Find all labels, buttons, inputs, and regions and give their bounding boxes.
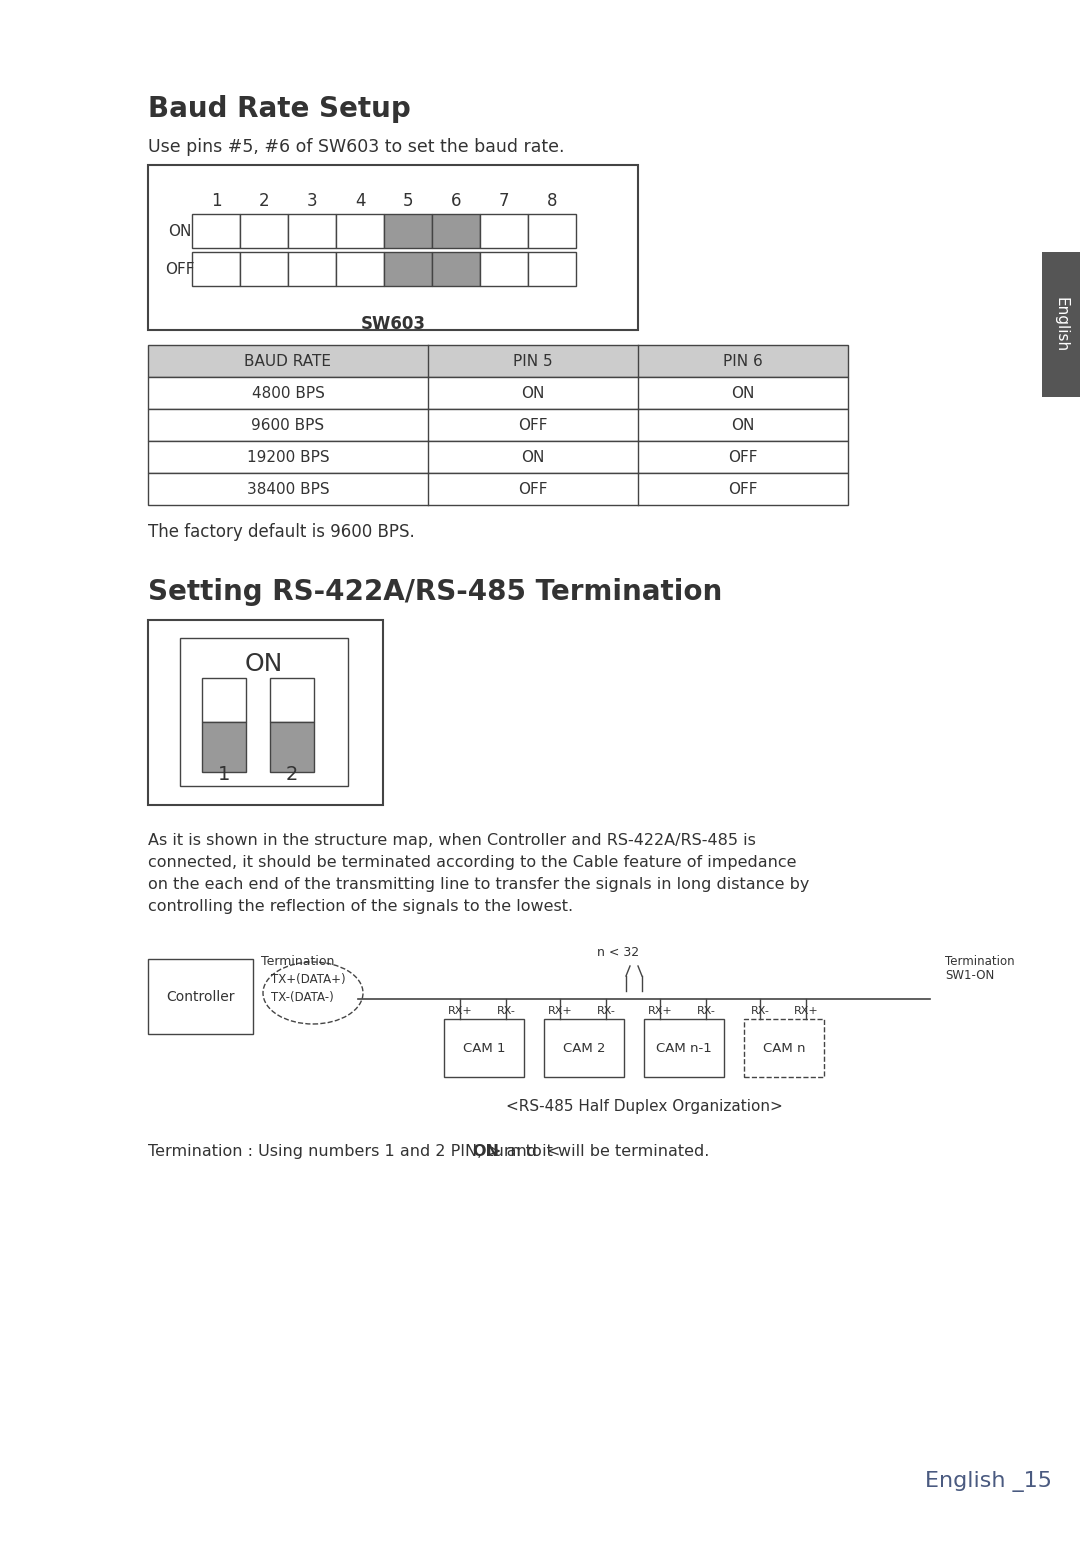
- Text: 1: 1: [218, 764, 230, 783]
- Text: RX+: RX+: [548, 1006, 572, 1016]
- Text: SW603: SW603: [361, 314, 426, 333]
- Text: CAM n: CAM n: [762, 1042, 806, 1054]
- Text: 38400 BPS: 38400 BPS: [246, 481, 329, 496]
- Bar: [148, 345, 848, 378]
- Text: Termination: Termination: [261, 955, 335, 968]
- Text: RX-: RX-: [697, 1006, 716, 1016]
- Bar: [528, 253, 576, 287]
- Text: Setting RS-422A/RS-485 Termination: Setting RS-422A/RS-485 Termination: [148, 578, 723, 606]
- Bar: [148, 959, 253, 1034]
- Bar: [288, 253, 336, 287]
- Text: RX+: RX+: [794, 1006, 819, 1016]
- Text: Controller: Controller: [166, 989, 234, 1003]
- Text: 5: 5: [403, 193, 414, 210]
- Text: English _15: English _15: [924, 1472, 1052, 1492]
- Text: 2: 2: [259, 193, 269, 210]
- Bar: [270, 723, 314, 772]
- Text: SW1-ON: SW1-ON: [945, 969, 995, 982]
- Text: BAUD RATE: BAUD RATE: [244, 353, 332, 368]
- Text: TX-(DATA-): TX-(DATA-): [271, 991, 334, 1005]
- Text: The factory default is 9600 BPS.: The factory default is 9600 BPS.: [148, 522, 415, 541]
- Bar: [202, 723, 246, 772]
- Text: OFF: OFF: [165, 262, 194, 276]
- Text: Baud Rate Setup: Baud Rate Setup: [148, 96, 410, 123]
- Bar: [444, 1019, 524, 1077]
- Bar: [528, 214, 576, 248]
- Bar: [336, 253, 384, 287]
- Text: ON: ON: [522, 450, 544, 464]
- Text: OFF: OFF: [518, 418, 548, 433]
- Text: connected, it should be terminated according to the Cable feature of impedance: connected, it should be terminated accor…: [148, 855, 797, 871]
- Text: OFF: OFF: [518, 481, 548, 496]
- Text: > and it will be terminated.: > and it will be terminated.: [488, 1143, 710, 1159]
- Text: CAM n-1: CAM n-1: [657, 1042, 712, 1054]
- Text: 4: 4: [354, 193, 365, 210]
- Bar: [384, 253, 432, 287]
- Text: controlling the reflection of the signals to the lowest.: controlling the reflection of the signal…: [148, 898, 573, 914]
- Bar: [240, 214, 288, 248]
- Text: PIN 6: PIN 6: [724, 353, 762, 368]
- Bar: [384, 214, 432, 248]
- Text: Termination: Termination: [945, 955, 1014, 968]
- Text: CAM 1: CAM 1: [462, 1042, 505, 1054]
- Bar: [432, 214, 480, 248]
- Bar: [1042, 253, 1080, 398]
- Text: PIN 5: PIN 5: [513, 353, 553, 368]
- Text: 9600 BPS: 9600 BPS: [252, 418, 325, 433]
- Text: CAM 2: CAM 2: [563, 1042, 605, 1054]
- Text: RX-: RX-: [751, 1006, 769, 1016]
- Text: 1: 1: [211, 193, 221, 210]
- Text: ON: ON: [168, 223, 191, 239]
- Text: on the each end of the transmitting line to transfer the signals in long distanc: on the each end of the transmitting line…: [148, 877, 809, 892]
- Bar: [148, 408, 848, 441]
- Text: ON: ON: [522, 385, 544, 401]
- Text: OFF: OFF: [728, 481, 758, 496]
- Text: TX+(DATA+): TX+(DATA+): [271, 972, 346, 986]
- Text: RX+: RX+: [648, 1006, 673, 1016]
- Text: ON: ON: [731, 385, 755, 401]
- Bar: [240, 253, 288, 287]
- Bar: [148, 378, 848, 408]
- Text: 19200 BPS: 19200 BPS: [246, 450, 329, 464]
- Text: RX+: RX+: [447, 1006, 472, 1016]
- Bar: [192, 253, 240, 287]
- Bar: [180, 638, 348, 786]
- Text: Use pins #5, #6 of SW603 to set the baud rate.: Use pins #5, #6 of SW603 to set the baud…: [148, 139, 565, 156]
- Text: 4800 BPS: 4800 BPS: [252, 385, 324, 401]
- Bar: [336, 214, 384, 248]
- Text: English: English: [1053, 297, 1068, 351]
- Bar: [192, 214, 240, 248]
- Bar: [270, 678, 314, 723]
- Bar: [544, 1019, 624, 1077]
- Bar: [202, 678, 246, 723]
- Text: 8: 8: [546, 193, 557, 210]
- Bar: [480, 214, 528, 248]
- Bar: [480, 253, 528, 287]
- Text: RX-: RX-: [597, 1006, 616, 1016]
- Bar: [148, 619, 383, 804]
- Bar: [148, 473, 848, 505]
- Text: 2: 2: [286, 764, 298, 783]
- Bar: [644, 1019, 724, 1077]
- Text: As it is shown in the structure map, when Controller and RS-422A/RS-485 is: As it is shown in the structure map, whe…: [148, 834, 756, 848]
- Bar: [288, 214, 336, 248]
- Text: OFF: OFF: [728, 450, 758, 464]
- Text: 7: 7: [499, 193, 510, 210]
- Text: n < 32: n < 32: [597, 946, 639, 959]
- Bar: [744, 1019, 824, 1077]
- Text: Termination : Using numbers 1 and 2 PIN, turn to <: Termination : Using numbers 1 and 2 PIN,…: [148, 1143, 561, 1159]
- Bar: [148, 441, 848, 473]
- Text: ON: ON: [472, 1143, 499, 1159]
- Text: RX-: RX-: [497, 1006, 516, 1016]
- Text: 6: 6: [450, 193, 461, 210]
- Bar: [148, 165, 638, 330]
- Text: 3: 3: [307, 193, 318, 210]
- Text: <RS-485 Half Duplex Organization>: <RS-485 Half Duplex Organization>: [505, 1099, 782, 1114]
- Text: ON: ON: [731, 418, 755, 433]
- Text: ON: ON: [245, 652, 283, 676]
- Bar: [432, 253, 480, 287]
